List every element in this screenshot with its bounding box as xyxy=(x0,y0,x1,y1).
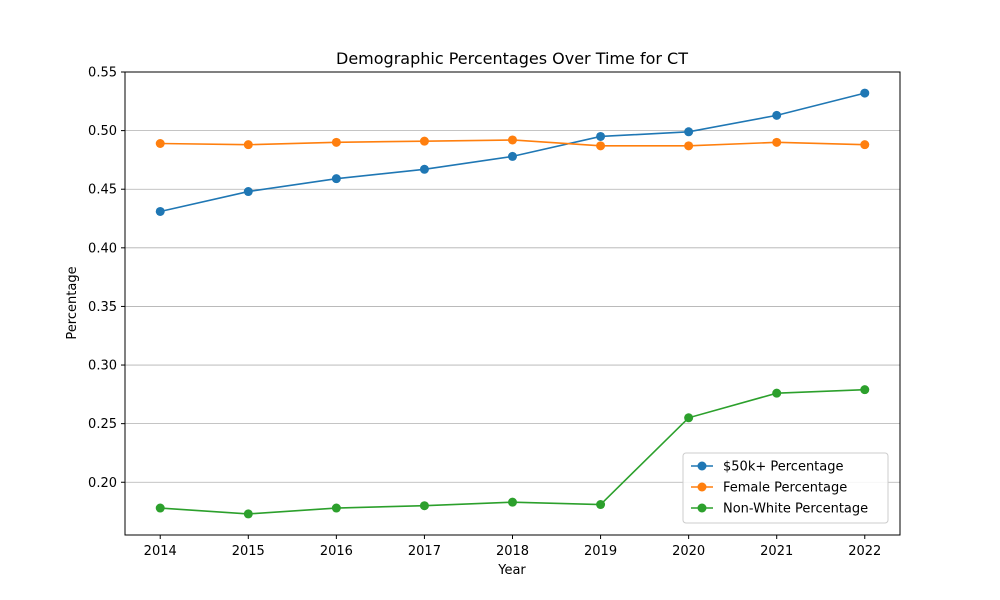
y-tick-label: 0.35 xyxy=(88,300,117,315)
data-point xyxy=(331,174,341,184)
x-tick-label: 2022 xyxy=(848,544,881,559)
legend-label: Non-White Percentage xyxy=(723,502,868,517)
y-tick-label: 0.20 xyxy=(88,476,117,491)
data-point xyxy=(508,497,517,507)
series-layer xyxy=(155,88,870,519)
data-point xyxy=(772,137,782,147)
data-point xyxy=(596,141,606,151)
x-tick-label: 2017 xyxy=(408,544,441,559)
chart-title: Demographic Percentages Over Time for CT xyxy=(336,49,688,68)
data-point xyxy=(419,501,429,511)
series-1 xyxy=(155,135,870,151)
data-point xyxy=(419,164,429,174)
data-point xyxy=(772,110,782,120)
legend-box xyxy=(682,452,889,524)
data-point xyxy=(155,139,165,149)
x-axis-label: Year xyxy=(497,563,526,578)
data-point xyxy=(155,206,165,216)
data-point xyxy=(596,131,606,141)
x-tick-label: 2018 xyxy=(496,544,529,559)
legend-swatch-marker xyxy=(697,503,707,513)
data-point xyxy=(860,88,870,98)
y-tick-label: 0.40 xyxy=(88,241,117,256)
x-tick-label: 2016 xyxy=(320,544,353,559)
data-point xyxy=(243,187,253,197)
data-point xyxy=(772,388,782,398)
legend-label: $50k+ Percentage xyxy=(723,460,844,475)
y-tick-label: 0.55 xyxy=(88,66,117,81)
legend-item: Non-White Percentage xyxy=(691,502,868,517)
y-tick-label: 0.25 xyxy=(88,417,117,432)
data-point xyxy=(331,503,341,513)
legend-swatch-marker xyxy=(697,482,707,492)
data-point xyxy=(419,136,429,146)
legend-item: $50k+ Percentage xyxy=(691,460,844,475)
x-tick-label: 2021 xyxy=(760,544,793,559)
y-tick-label: 0.45 xyxy=(88,183,117,198)
data-point xyxy=(155,503,165,513)
x-tick-label: 2020 xyxy=(672,544,705,559)
data-point xyxy=(331,137,341,147)
data-point xyxy=(860,140,870,150)
data-point xyxy=(508,135,517,145)
y-tick-label: 0.30 xyxy=(88,359,117,374)
legend-item: Female Percentage xyxy=(691,481,847,496)
data-point xyxy=(243,140,253,150)
axes: 0.20 0.25 0.30 0.35 0.40 0.45 0.50 0.55 2014 2015… xyxy=(88,66,901,559)
data-point xyxy=(596,500,606,510)
y-axis-label: Percentage xyxy=(65,266,80,339)
data-point xyxy=(684,413,694,423)
legend-swatch-marker xyxy=(697,461,707,471)
series-2 xyxy=(155,385,870,519)
data-point xyxy=(684,141,694,151)
data-point xyxy=(860,385,870,395)
legend-label: Female Percentage xyxy=(723,481,847,496)
data-point xyxy=(243,509,253,519)
data-point xyxy=(508,151,517,161)
x-tick-label: 2019 xyxy=(584,544,617,559)
legend: $50k+ Percentage Female Percentage Non-Whi… xyxy=(682,452,889,524)
x-tick-label: 2014 xyxy=(144,544,177,559)
x-tick-label: 2015 xyxy=(232,544,265,559)
series-0 xyxy=(155,88,870,216)
y-tick-label: 0.50 xyxy=(88,124,117,139)
data-point xyxy=(684,127,694,137)
